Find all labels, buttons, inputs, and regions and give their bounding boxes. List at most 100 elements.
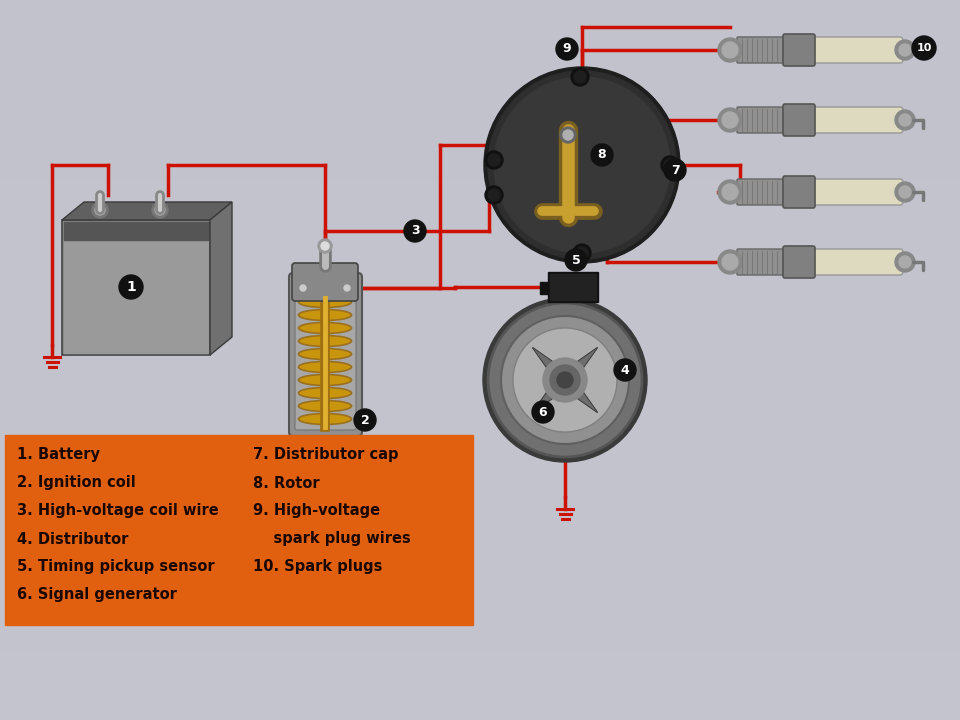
Circle shape <box>895 252 915 272</box>
Circle shape <box>318 239 332 253</box>
Polygon shape <box>533 374 570 413</box>
Text: 9: 9 <box>563 42 571 55</box>
Circle shape <box>899 44 911 56</box>
Text: 4: 4 <box>620 364 630 377</box>
Ellipse shape <box>299 374 351 385</box>
Circle shape <box>565 249 587 271</box>
FancyBboxPatch shape <box>783 176 815 208</box>
Text: 3. High-voltage coil wire: 3. High-voltage coil wire <box>17 503 219 518</box>
FancyBboxPatch shape <box>807 37 903 63</box>
Polygon shape <box>560 374 597 413</box>
Text: 6: 6 <box>539 405 547 418</box>
Circle shape <box>574 71 586 83</box>
FancyBboxPatch shape <box>289 273 362 436</box>
Text: 6. Signal generator: 6. Signal generator <box>17 588 177 603</box>
Bar <box>64 238 208 353</box>
Ellipse shape <box>299 323 351 333</box>
FancyBboxPatch shape <box>737 179 789 205</box>
Text: 10: 10 <box>916 43 932 53</box>
Ellipse shape <box>299 336 351 346</box>
Circle shape <box>899 256 911 268</box>
Circle shape <box>722 112 738 128</box>
Circle shape <box>501 316 629 444</box>
Circle shape <box>92 202 108 218</box>
Circle shape <box>718 250 742 274</box>
Circle shape <box>899 186 911 198</box>
FancyBboxPatch shape <box>737 107 789 133</box>
Circle shape <box>718 38 742 62</box>
Text: 9. High-voltage: 9. High-voltage <box>253 503 380 518</box>
FancyBboxPatch shape <box>807 249 903 275</box>
FancyBboxPatch shape <box>807 107 903 133</box>
Circle shape <box>664 159 686 181</box>
Circle shape <box>543 358 587 402</box>
Circle shape <box>573 244 591 262</box>
Ellipse shape <box>299 387 351 398</box>
Text: 4. Distributor: 4. Distributor <box>17 531 129 546</box>
Text: 2: 2 <box>361 413 370 426</box>
Ellipse shape <box>299 413 351 425</box>
Circle shape <box>155 205 165 215</box>
Circle shape <box>485 151 503 169</box>
Circle shape <box>591 144 613 166</box>
Bar <box>5 435 473 625</box>
Circle shape <box>722 254 738 270</box>
Circle shape <box>119 275 143 299</box>
Circle shape <box>483 298 647 462</box>
Polygon shape <box>560 348 597 386</box>
Text: spark plug wires: spark plug wires <box>253 531 411 546</box>
Polygon shape <box>560 348 597 386</box>
Circle shape <box>550 365 580 395</box>
Bar <box>540 282 548 294</box>
Polygon shape <box>533 348 570 386</box>
Circle shape <box>152 202 168 218</box>
Circle shape <box>532 401 554 423</box>
Circle shape <box>488 303 642 457</box>
Text: 10. Spark plugs: 10. Spark plugs <box>253 559 382 575</box>
Text: 8. Rotor: 8. Rotor <box>253 475 320 490</box>
FancyBboxPatch shape <box>783 34 815 66</box>
Circle shape <box>298 283 308 293</box>
Circle shape <box>556 38 578 60</box>
Circle shape <box>488 154 500 166</box>
Circle shape <box>571 68 589 86</box>
Text: 5: 5 <box>571 253 581 266</box>
Polygon shape <box>533 374 570 413</box>
Circle shape <box>895 40 915 60</box>
FancyBboxPatch shape <box>807 179 903 205</box>
Bar <box>550 274 596 300</box>
Circle shape <box>560 127 576 143</box>
FancyBboxPatch shape <box>737 37 789 63</box>
Circle shape <box>494 77 670 253</box>
Text: 7: 7 <box>671 163 680 176</box>
Text: 1: 1 <box>126 280 136 294</box>
Circle shape <box>718 180 742 204</box>
FancyBboxPatch shape <box>295 301 356 430</box>
Circle shape <box>354 409 376 431</box>
Bar <box>548 272 598 302</box>
Ellipse shape <box>299 297 351 307</box>
Bar <box>64 222 208 240</box>
Text: 3: 3 <box>411 225 420 238</box>
Circle shape <box>95 205 105 215</box>
Text: 7. Distributor cap: 7. Distributor cap <box>253 448 398 462</box>
FancyBboxPatch shape <box>783 246 815 278</box>
Text: 2. Ignition coil: 2. Ignition coil <box>17 475 135 490</box>
Text: 8: 8 <box>598 148 607 161</box>
FancyBboxPatch shape <box>783 104 815 136</box>
Circle shape <box>342 283 352 293</box>
Circle shape <box>722 42 738 58</box>
Circle shape <box>404 220 426 242</box>
Ellipse shape <box>299 310 351 320</box>
Ellipse shape <box>299 361 351 372</box>
Ellipse shape <box>299 348 351 359</box>
Circle shape <box>576 247 588 259</box>
Circle shape <box>488 71 676 259</box>
Circle shape <box>722 184 738 200</box>
Circle shape <box>661 156 679 174</box>
Circle shape <box>488 189 500 201</box>
Text: 5. Timing pickup sensor: 5. Timing pickup sensor <box>17 559 215 575</box>
Circle shape <box>895 110 915 130</box>
Circle shape <box>895 182 915 202</box>
Circle shape <box>344 285 350 291</box>
